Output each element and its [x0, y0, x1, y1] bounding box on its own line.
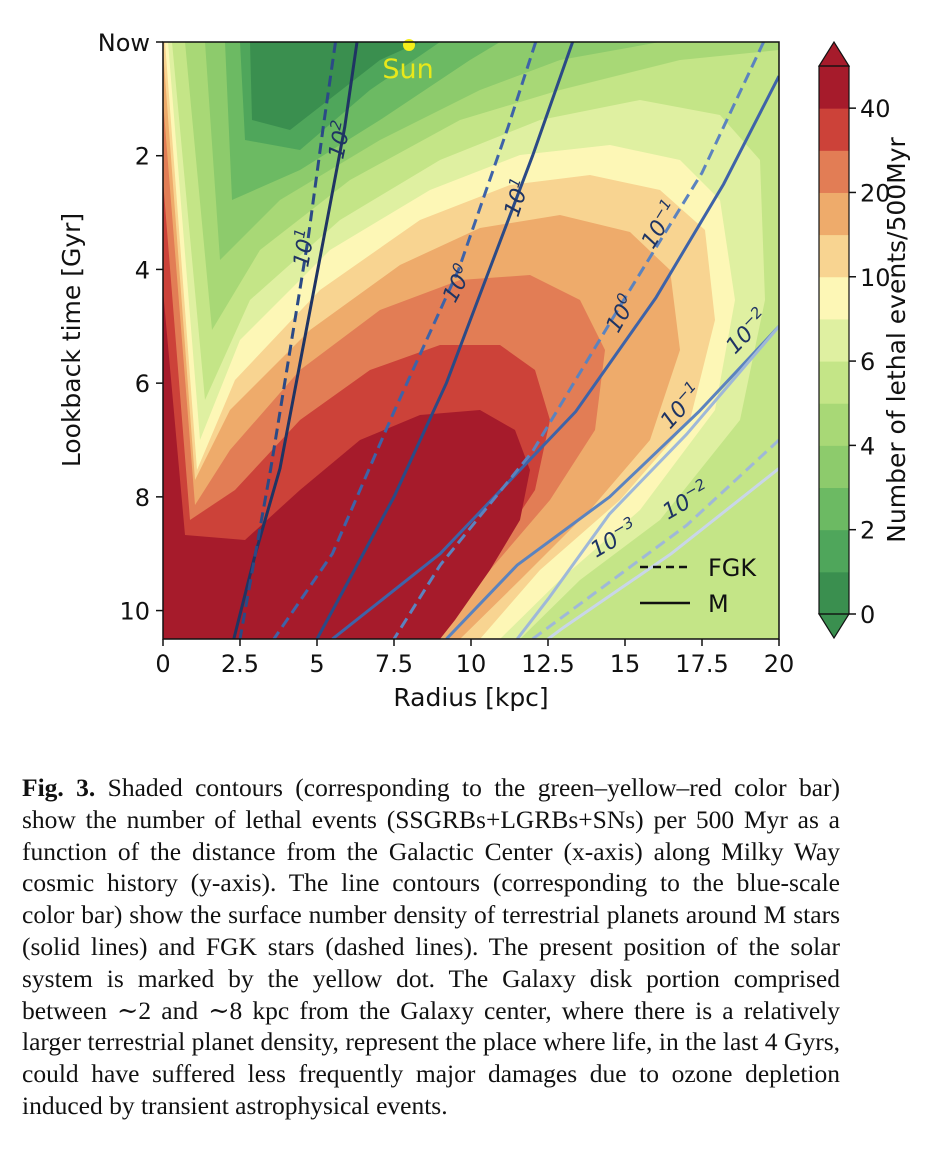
colorbar-tick-label: 20 [860, 179, 891, 207]
legend: FGK M [640, 554, 757, 618]
caption-text: Shaded contours (corresponding to the gr… [22, 773, 840, 1120]
colorbar-band [819, 403, 849, 446]
legend-label-fgk: FGK [708, 554, 757, 582]
y-axis-label: Lookback time [Gyr] [57, 213, 86, 467]
x-tick-label: 2.5 [221, 650, 259, 678]
contour-line-m-6 [445, 325, 779, 639]
x-tick-label: 15 [610, 650, 641, 678]
contour-line-fgk-7 [531, 438, 779, 639]
x-axis-label: Radius [kpc] [393, 683, 548, 712]
y-axis-ticks: Now 2 4 6 8 10 [98, 29, 163, 626]
colorbar-band [819, 66, 849, 109]
colorbar-band [819, 192, 849, 236]
colorbar-extend-max [817, 40, 851, 67]
x-tick-label: 20 [764, 650, 795, 678]
x-axis-ticks: 0 2.5 5 7.5 10 12.5 15 17.5 20 [155, 639, 794, 678]
colorbar-tick-label: 40 [860, 95, 891, 123]
y-tick-label: Now [98, 29, 150, 57]
colorbar-band [819, 361, 849, 404]
y-tick-label: 4 [135, 256, 150, 284]
colorbar-tick-label: 4 [860, 432, 875, 460]
colorbar-band [819, 318, 849, 362]
contour-line-fgk-1 [238, 42, 337, 639]
figure-3: 102 101 101 100 100 10−1 10−1 10−2 10−2 … [57, 29, 911, 712]
colorbar-tick-label: 2 [860, 517, 875, 545]
x-tick-label: 17.5 [675, 650, 728, 678]
x-tick-label: 10 [456, 650, 487, 678]
colorbar-band [819, 571, 849, 615]
contour-line-m-4 [331, 75, 779, 639]
caption-label: Fig. 3. [22, 773, 96, 802]
figure-caption: Fig. 3. Shaded contours (corresponding t… [22, 772, 840, 1122]
colorbar-band [819, 276, 849, 320]
legend-label-m: M [708, 590, 729, 618]
sun-marker [403, 39, 415, 51]
contour-line-fgk-3 [272, 42, 538, 639]
x-tick-label: 7.5 [375, 650, 413, 678]
colorbar-band [819, 529, 849, 573]
colorbar-tick-label: 6 [860, 348, 875, 376]
colorbar-label: Number of lethal events/500Myr [882, 136, 911, 542]
y-tick-label: 10 [119, 598, 150, 626]
colorbar-tick-label: 0 [860, 601, 875, 629]
colorbar-band [819, 234, 849, 278]
x-tick-label: 5 [309, 650, 324, 678]
colorbar: 0 2 4 6 10 20 40 [817, 40, 891, 640]
contour-line-m-2 [315, 42, 575, 639]
colorbar-band [819, 108, 849, 151]
colorbar-band [819, 487, 849, 531]
colorbar-frame [818, 65, 850, 615]
contour-line-fgk-5 [392, 42, 765, 639]
y-tick-label: 2 [135, 143, 150, 171]
y-tick-label: 6 [135, 370, 150, 398]
x-tick-label: 0 [155, 650, 170, 678]
planet-density-contours [232, 42, 779, 639]
contour-line-m-8 [547, 467, 779, 639]
sun-label: Sun [382, 54, 433, 85]
colorbar-band [819, 150, 849, 193]
colorbar-tick-label: 10 [860, 264, 891, 292]
colorbar-band [819, 445, 849, 489]
x-tick-label: 12.5 [521, 650, 574, 678]
contour-line-m-9 [516, 325, 779, 639]
colorbar-extend-min [817, 613, 851, 640]
y-tick-label: 8 [135, 484, 150, 512]
